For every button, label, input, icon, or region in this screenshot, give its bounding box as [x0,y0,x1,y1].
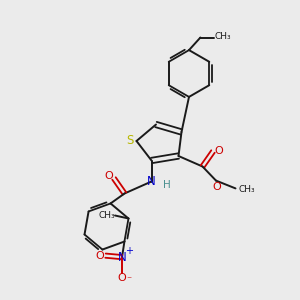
Text: ⁻: ⁻ [126,275,131,286]
Text: CH₃: CH₃ [214,32,231,41]
Text: H: H [163,179,170,190]
Text: N: N [147,175,156,188]
Text: O: O [214,146,223,157]
Text: O: O [104,171,113,182]
Text: +: + [124,246,133,256]
Text: O: O [96,250,104,261]
Text: N: N [118,250,126,264]
Text: O: O [212,182,221,192]
Text: CH₃: CH₃ [238,185,255,194]
Text: O: O [118,273,126,283]
Text: CH₃: CH₃ [98,211,115,220]
Text: S: S [126,134,134,147]
